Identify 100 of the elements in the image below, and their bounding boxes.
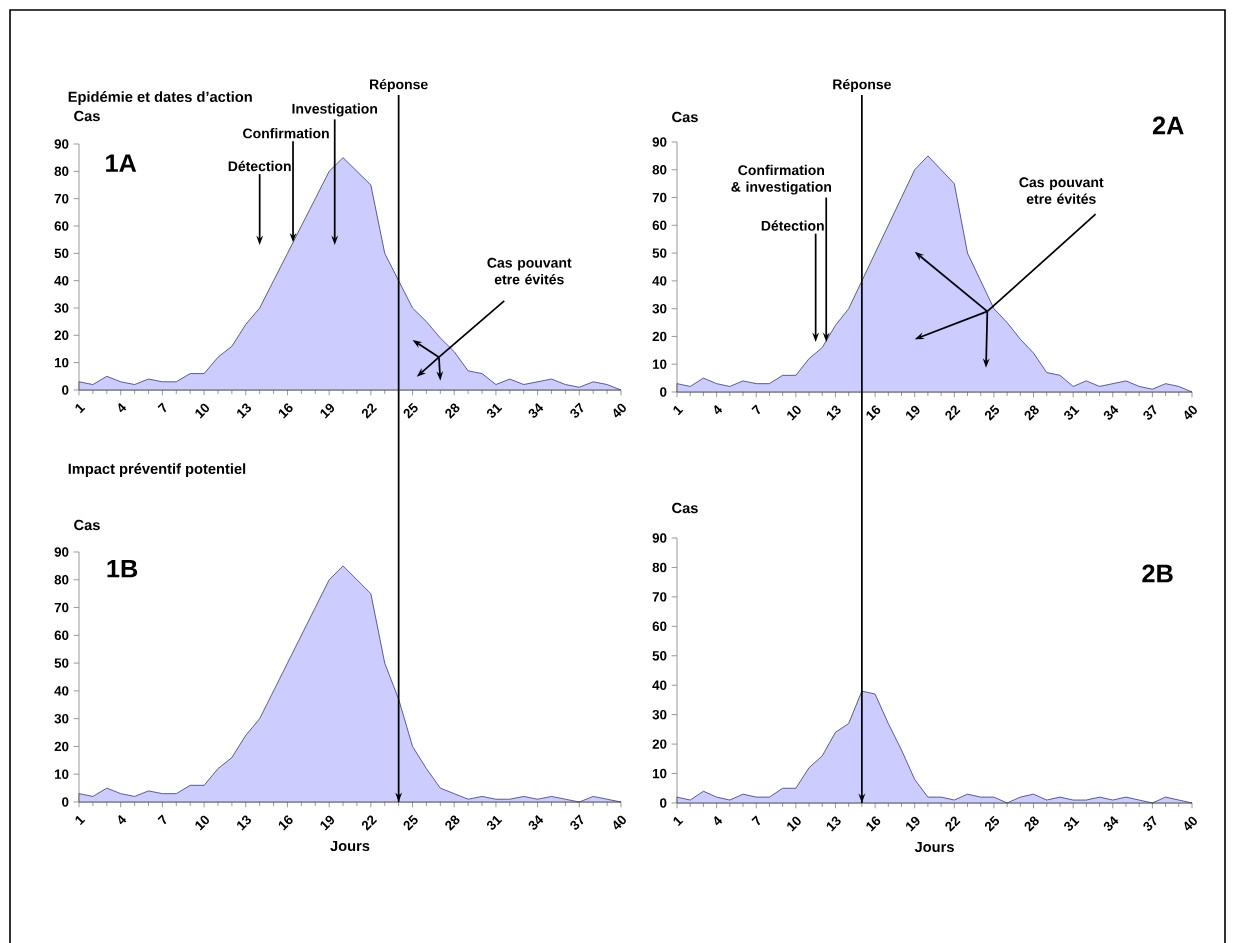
- y-axis-title: Cas: [74, 519, 100, 531]
- x-tick-label: 7: [157, 814, 167, 825]
- y-tick-label: 90: [54, 547, 69, 557]
- x-tick-label: 40: [613, 815, 626, 830]
- y-tick-label: 20: [54, 741, 69, 752]
- x-tick-label: 10: [195, 403, 210, 419]
- annotation: Cas pouvant etre évités: [487, 257, 572, 285]
- y-tick-label: 0: [62, 385, 69, 395]
- annotation: 1A: [106, 154, 137, 172]
- y-tick-label: 80: [54, 575, 69, 585]
- y-axis-title: Cas: [672, 502, 698, 514]
- y-tick-label: 10: [54, 769, 69, 779]
- y-tick-label: 10: [54, 357, 69, 368]
- x-tick-label: 19: [320, 403, 335, 419]
- x-tick-label: 16: [866, 405, 881, 421]
- x-tick-label: 22: [945, 816, 961, 832]
- annotation: Détection: [228, 160, 291, 172]
- x-tick-label: 31: [486, 815, 503, 830]
- x-tick-label: 34: [1103, 816, 1119, 831]
- y-tick-label: 50: [652, 248, 667, 258]
- y-tick-label: 80: [652, 165, 667, 175]
- y-tick-label: 20: [652, 739, 667, 749]
- x-tick-label: 37: [570, 402, 584, 418]
- x-tick-label: 34: [528, 403, 544, 418]
- chart-title: Epidémie et dates d’action: [68, 91, 252, 105]
- x-tick-label: 7: [751, 815, 761, 826]
- x-tick-label: 4: [118, 814, 127, 825]
- x-tick-label: 40: [1184, 816, 1197, 831]
- y-tick-label: 60: [652, 621, 667, 632]
- y-tick-label: 0: [62, 797, 69, 807]
- x-tick-label: 19: [906, 816, 920, 832]
- y-tick-label: 70: [652, 192, 667, 203]
- y-tick-label: 90: [652, 533, 667, 543]
- x-tick-label: 22: [945, 405, 961, 421]
- x-tick-label: 13: [826, 816, 841, 832]
- x-tick-label: 28: [445, 403, 460, 419]
- x-tick-label: 16: [278, 403, 293, 419]
- annotation: 2B: [1142, 564, 1173, 583]
- annotation: 1B: [107, 559, 138, 578]
- y-tick-label: 60: [54, 221, 69, 231]
- y-tick-label: 40: [652, 276, 667, 286]
- x-tick-label: 28: [445, 815, 460, 831]
- y-axis-title: Cas: [74, 110, 100, 122]
- x-tick-label: 7: [751, 404, 761, 415]
- x-tick-label: 4: [714, 404, 723, 415]
- y-tick-label: 40: [652, 680, 667, 690]
- y-tick-label: 10: [652, 768, 667, 779]
- x-tick-label: 1: [75, 403, 86, 414]
- text: 2A: [1152, 116, 1184, 135]
- y-tick-label: 0: [660, 798, 667, 808]
- x-tick-label: 31: [1064, 816, 1080, 831]
- x-tick-label: 34: [528, 815, 544, 830]
- x-axis-title: Jours: [914, 841, 954, 853]
- annotation: Cas pouvant etre évités: [1019, 177, 1104, 204]
- x-tick-label: 10: [787, 405, 801, 421]
- x-tick-label: 19: [906, 405, 920, 421]
- x-tick-label: 19: [320, 815, 335, 831]
- x-tick-label: 13: [237, 815, 252, 831]
- y-tick-label: 0: [660, 387, 667, 397]
- x-tick-label: 25: [403, 814, 418, 831]
- ref-line-label: Réponse: [370, 78, 428, 93]
- x-tick-label: 10: [787, 816, 801, 832]
- x-tick-label: 4: [118, 402, 127, 413]
- x-tick-label: 10: [195, 815, 210, 831]
- x-tick-label: 25: [403, 402, 418, 419]
- x-tick-label: 37: [1143, 404, 1157, 420]
- x-tick-label: 40: [613, 403, 626, 418]
- x-tick-label: 16: [866, 816, 881, 832]
- x-tick-label: 1: [673, 816, 684, 827]
- x-tick-label: 34: [1103, 405, 1119, 420]
- y-tick-label: 80: [652, 562, 667, 573]
- y-tick-label: 80: [54, 166, 69, 177]
- y-tick-label: 50: [54, 658, 69, 668]
- x-axis-title: Jours: [330, 840, 370, 852]
- x-tick-label: 16: [278, 815, 293, 831]
- x-tick-label: 28: [1024, 405, 1039, 421]
- x-tick-label: 28: [1024, 816, 1039, 832]
- y-tick-label: 10: [652, 359, 667, 369]
- y-tick-label: 40: [54, 686, 69, 696]
- y-tick-label: 40: [54, 275, 69, 286]
- x-tick-label: 37: [1143, 815, 1157, 831]
- text: Investigation: [292, 103, 378, 117]
- x-tick-label: 1: [673, 405, 684, 416]
- x-tick-label: 13: [826, 405, 841, 421]
- x-tick-label: 31: [486, 403, 503, 418]
- y-tick-label: 30: [652, 709, 667, 720]
- ref-line-label: Réponse: [833, 78, 891, 93]
- x-tick-label: 31: [1064, 405, 1080, 420]
- annotation: Confirmation: [243, 128, 329, 139]
- x-tick-label: 37: [570, 814, 584, 830]
- y-tick-label: 30: [652, 303, 667, 314]
- y-tick-label: 90: [54, 139, 69, 149]
- y-tick-label: 30: [54, 713, 69, 724]
- y-axis-title: Cas: [672, 111, 698, 123]
- y-tick-label: 70: [54, 193, 69, 204]
- x-tick-label: 22: [361, 403, 378, 419]
- annotation: Confirmation & investigation: [731, 164, 831, 195]
- y-tick-label: 50: [652, 651, 667, 661]
- y-tick-label: 70: [54, 602, 69, 613]
- y-tick-label: 90: [652, 137, 667, 147]
